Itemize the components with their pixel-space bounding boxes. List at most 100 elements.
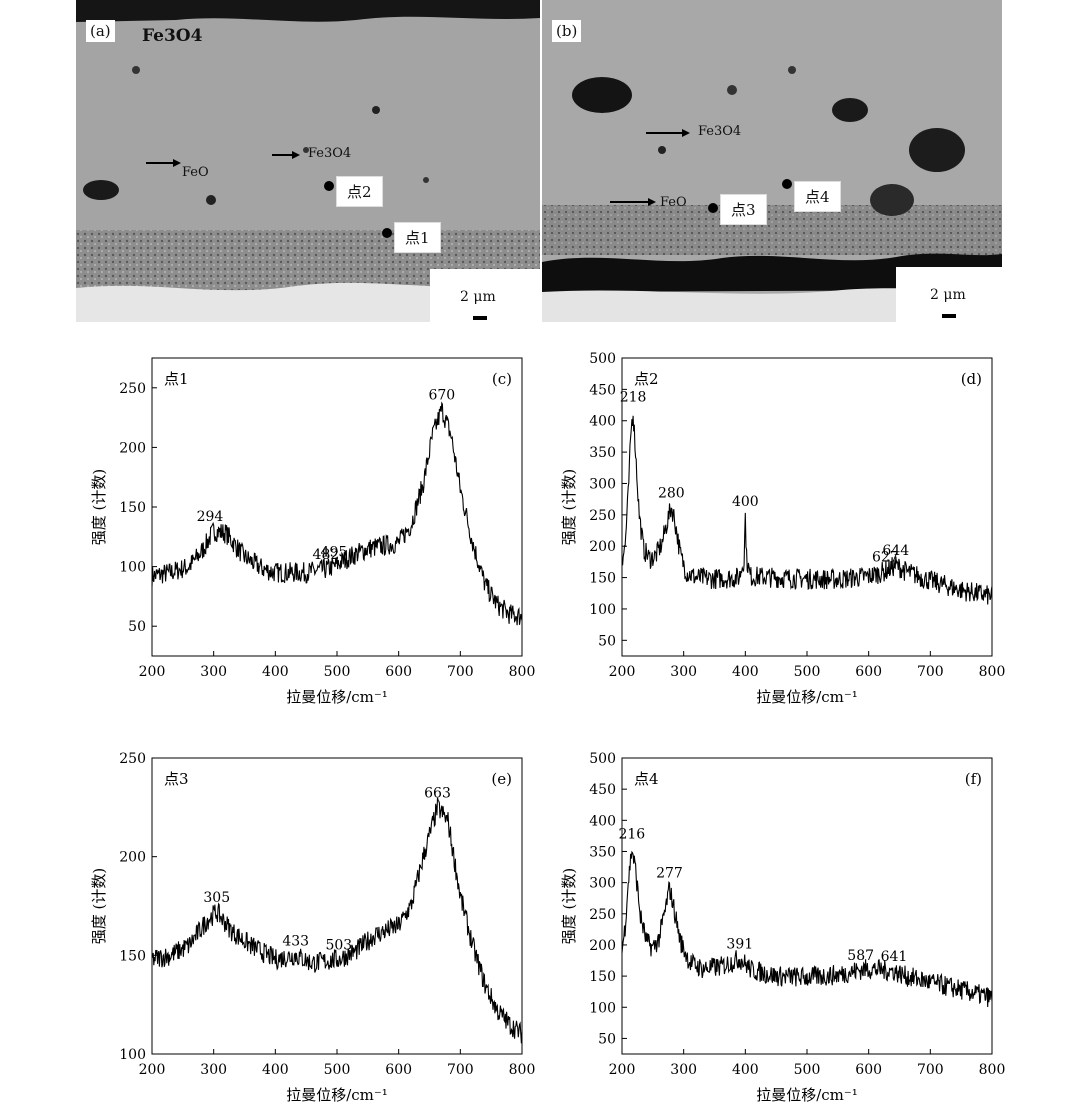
chart-1-point-label: 点2 (634, 370, 659, 388)
chart-3-ytick-label: 200 (589, 938, 616, 954)
chart-1-peak-label: 644 (882, 543, 909, 559)
chart-0-ytick-label: 100 (119, 560, 146, 576)
chart-2-point-label: 点3 (164, 770, 189, 788)
scale-text-b: 2 μm (930, 287, 966, 303)
chart-3-xtick-label: 400 (732, 1062, 759, 1078)
chart-0-series-line (151, 401, 523, 626)
chart-1-series-line (621, 415, 993, 605)
chart-3-ytick-label: 500 (589, 751, 616, 767)
chart-0-peak-label: 482 (313, 547, 340, 563)
chart-1-peak-label: 218 (620, 389, 647, 405)
chart-3-ytick-label: 300 (589, 876, 616, 892)
chart-3-ytick-label: 350 (589, 844, 616, 860)
chart-0-peak-label: 670 (428, 387, 455, 403)
chart-0-xlabel: 拉曼位移/cm⁻¹ (286, 688, 388, 706)
chart-2-ytick-label: 200 (119, 850, 146, 866)
chart-3-xlabel: 拉曼位移/cm⁻¹ (756, 1086, 858, 1104)
fe3o4-top-label: Fe3O4 (142, 26, 203, 46)
chart-3-peak-label: 277 (656, 866, 683, 882)
chart-0-xtick-label: 600 (385, 664, 412, 680)
chart-2-ytick-label: 100 (119, 1047, 146, 1063)
chart-1-ytick-label: 250 (589, 508, 616, 524)
chart-1-ytick-label: 150 (589, 571, 616, 587)
chart-0-xtick-label: 400 (262, 664, 289, 680)
chart-3-ytick-label: 250 (589, 907, 616, 923)
chart-1-ytick-label: 300 (589, 476, 616, 492)
chart-3-xtick-label: 600 (855, 1062, 882, 1078)
chart-2-xtick-label: 700 (447, 1062, 474, 1078)
chart-2-xtick-label: 400 (262, 1062, 289, 1078)
chart-0-peak-label: 495 (321, 545, 348, 561)
chart-2-ytick-label: 250 (119, 751, 146, 767)
chart-1-ylabel: 强度 (计数) (560, 469, 578, 545)
chart-2-peak-label: 305 (203, 890, 230, 906)
chart-0-point-label: 点1 (164, 370, 189, 388)
panel-tag-b: (b) (552, 20, 582, 42)
scale-box-a (430, 269, 540, 322)
chart-2-series-line (151, 797, 523, 1044)
chart-3-panel-tag: (f) (965, 770, 982, 788)
chart-3-series-line (621, 850, 993, 1008)
chart-2-panel-tag: (e) (491, 770, 512, 788)
chart-3-ytick-label: 150 (589, 969, 616, 985)
chart-3-ylabel: 强度 (计数) (560, 868, 578, 944)
chart-2-xtick-label: 200 (139, 1062, 166, 1078)
chart-1-ytick-label: 500 (589, 351, 616, 367)
chart-1-ytick-label: 50 (598, 633, 616, 649)
chart-2-peak-label: 433 (282, 933, 309, 949)
fe3o4-label-a: Fe3O4 (308, 146, 352, 161)
chart-3-peak-label: 641 (881, 949, 908, 965)
micrograph-a (76, 0, 540, 322)
chart-2-ytick-label: 150 (119, 948, 146, 964)
chart-1-panel-tag: (d) (961, 370, 982, 388)
chart-1-ytick-label: 100 (589, 602, 616, 618)
chart-1-xtick-label: 200 (609, 664, 636, 680)
chart-0-ylabel: 强度 (计数) (90, 469, 108, 545)
chart-2-xtick-label: 600 (385, 1062, 412, 1078)
chart-1-xtick-label: 400 (732, 664, 759, 680)
point3-box: 点3 (720, 194, 767, 225)
point1-box: 点1 (394, 222, 441, 253)
chart-3-ytick-label: 450 (589, 782, 616, 798)
chart-3-xtick-label: 800 (979, 1062, 1006, 1078)
chart-3-xtick-label: 500 (794, 1062, 821, 1078)
chart-1-xtick-label: 300 (670, 664, 697, 680)
chart-3-ytick-label: 400 (589, 813, 616, 829)
chart-2-peak-label: 663 (424, 785, 451, 801)
scale-text-a: 2 μm (460, 289, 496, 305)
chart-1-xtick-label: 500 (794, 664, 821, 680)
chart-2-xtick-label: 300 (200, 1062, 227, 1078)
chart-3-peak-label: 216 (618, 826, 645, 842)
chart-1-xlabel: 拉曼位移/cm⁻¹ (756, 688, 858, 706)
chart-2-peak-label: 503 (325, 937, 352, 953)
chart-2-ylabel: 强度 (计数) (90, 868, 108, 944)
chart-0-xtick-label: 300 (200, 664, 227, 680)
chart-3-ytick-label: 100 (589, 1000, 616, 1016)
chart-1-peak-label: 280 (658, 485, 685, 501)
chart-0-frame (151, 357, 523, 657)
chart-3-point-label: 点4 (634, 770, 659, 788)
point2-box: 点2 (336, 176, 383, 207)
chart-3-xtick-label: 700 (917, 1062, 944, 1078)
chart-2-frame (151, 757, 523, 1055)
chart-0-peak-label: 294 (197, 509, 224, 525)
chart-2-xtick-label: 800 (509, 1062, 536, 1078)
chart-1-ytick-label: 450 (589, 382, 616, 398)
chart-0-ytick-label: 250 (119, 381, 146, 397)
micrograph-b-texture (542, 0, 1002, 322)
chart-1-xtick-label: 700 (917, 664, 944, 680)
chart-2-xtick-label: 500 (324, 1062, 351, 1078)
chart-3-ytick-label: 50 (598, 1031, 616, 1047)
feo-label-a: FeO (182, 165, 209, 180)
micrograph-b (542, 0, 1002, 322)
chart-0-ytick-label: 200 (119, 440, 146, 456)
chart-3-xtick-label: 300 (670, 1062, 697, 1078)
chart-3-frame (621, 757, 993, 1055)
chart-1-ytick-label: 400 (589, 414, 616, 430)
scale-box-b (896, 267, 1002, 322)
chart-0-xtick-label: 800 (509, 664, 536, 680)
chart-1-peak-label: 627 (872, 549, 899, 565)
fe3o4-label-b: Fe3O4 (698, 124, 742, 139)
chart-1-ytick-label: 200 (589, 539, 616, 555)
